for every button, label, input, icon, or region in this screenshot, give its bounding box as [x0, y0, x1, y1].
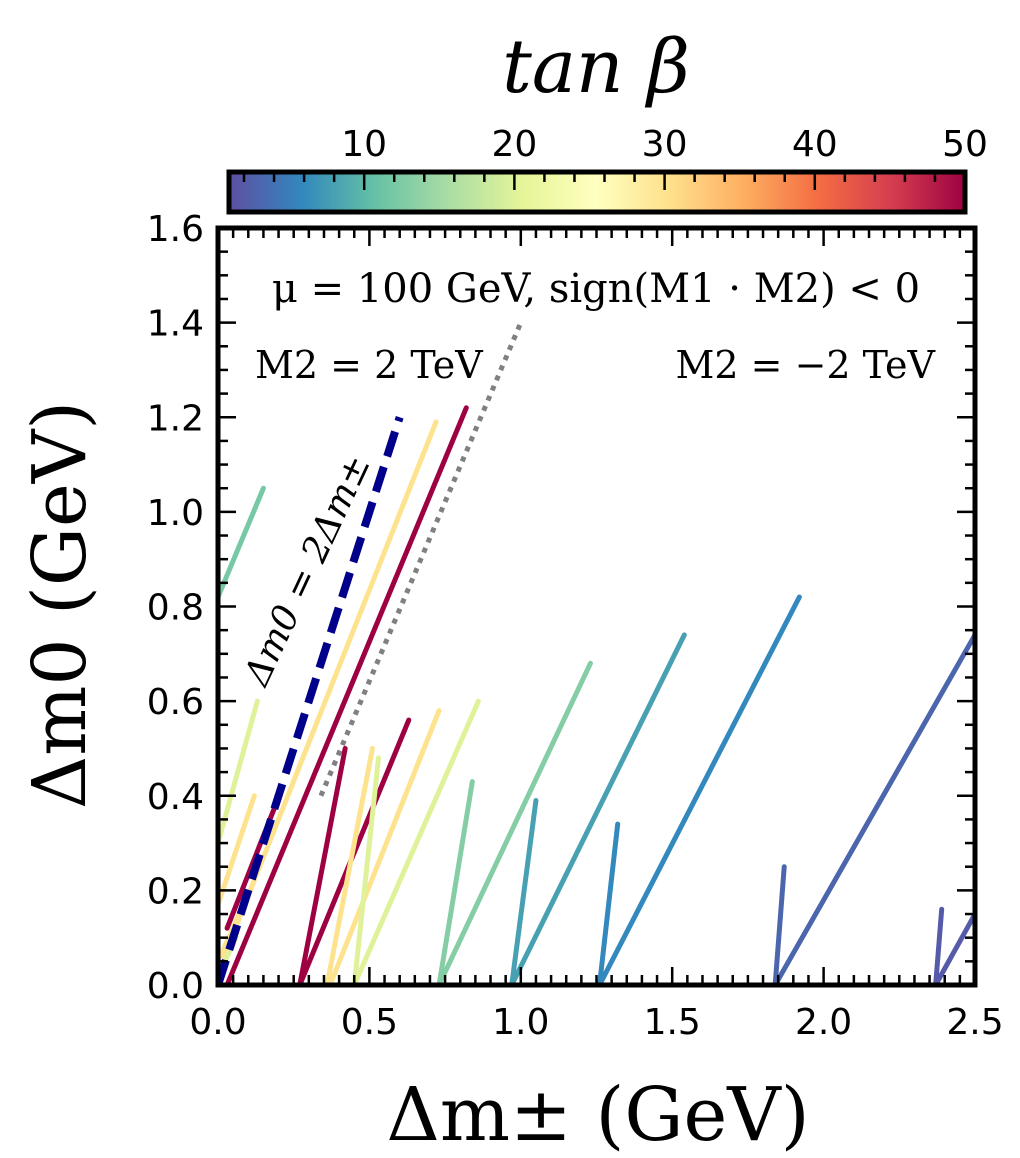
- series-line: [436, 779, 475, 985]
- series-line: [933, 911, 975, 985]
- x-tick-label: 2.5: [946, 1002, 1003, 1043]
- y-tick-label: 0.4: [147, 777, 204, 818]
- series-line: [351, 698, 481, 985]
- ratio-reference-line: [218, 416, 404, 985]
- x-tick-label: 2.0: [795, 1002, 852, 1043]
- x-tick-label: 1.0: [492, 1002, 549, 1043]
- y-tick-label: 0.8: [147, 588, 204, 629]
- colorbar-tick-label: 20: [491, 124, 537, 165]
- series-line: [324, 745, 375, 985]
- series-line: [509, 797, 539, 985]
- annotation-left: M2 = 2 TeV: [255, 343, 483, 387]
- series-line: [218, 793, 257, 908]
- annotation-top: μ = 100 GeV, sign(M1 · M2) < 0: [272, 266, 920, 312]
- y-axis-label: Δm0 (GeV): [17, 401, 103, 809]
- series-line: [351, 755, 381, 985]
- y-tick-labels: 0.0 0.2 0.4 0.6 0.8 1.0 1.2 1.4 1.6: [147, 209, 204, 1007]
- colorbar-tick-label: 40: [792, 124, 838, 165]
- series-line: [218, 485, 266, 600]
- colorbar-gradient: [229, 172, 965, 212]
- series-line: [597, 821, 621, 985]
- series-line: [218, 911, 242, 964]
- x-tick-label: 0.0: [189, 1002, 246, 1043]
- axis-ticks: [216, 226, 977, 987]
- reference-lines: [318, 321, 524, 797]
- colorbar-tick-label: 50: [942, 124, 988, 165]
- series-line: [327, 708, 442, 985]
- y-tick-label: 0.0: [147, 966, 204, 1007]
- series-line: [224, 405, 469, 985]
- series-line: [509, 632, 687, 985]
- y-tick-label: 1.4: [147, 304, 204, 345]
- colorbar-tick-label: 30: [642, 124, 688, 165]
- series-line: [933, 906, 945, 985]
- plot-area: [215, 225, 978, 988]
- x-tick-labels: 0.0 0.5 1.0 1.5 2.0 2.5: [189, 1002, 1003, 1043]
- y-tick-label: 1.0: [147, 493, 204, 534]
- series-line: [436, 660, 593, 985]
- series-line: [297, 745, 348, 985]
- series-line: [772, 632, 975, 985]
- series-line: [597, 594, 802, 985]
- colorbar-tick-label: 10: [341, 124, 387, 165]
- x-tick-label: 1.5: [644, 1002, 701, 1043]
- y-tick-label: 0.2: [147, 871, 204, 912]
- annotation-diagonal: Δm0 = 2Δm±: [235, 449, 378, 694]
- colorbar: 10 20 30 40 50: [226, 124, 988, 215]
- colorbar-title: tan β: [502, 24, 690, 110]
- y-tick-label: 0.6: [147, 682, 204, 723]
- plot-frame: [215, 225, 978, 988]
- colorbar-ticks: 10 20 30 40 50: [242, 124, 988, 190]
- dotted-reference-line: [318, 321, 524, 797]
- x-axis-label: Δm± (GeV): [386, 1072, 809, 1158]
- y-tick-label: 1.2: [147, 398, 204, 439]
- series-line: [772, 864, 787, 985]
- annotation-right: M2 = −2 TeV: [675, 343, 935, 387]
- colorbar-frame: [226, 169, 968, 215]
- x-tick-label: 0.5: [341, 1002, 398, 1043]
- y-tick-label: 1.6: [147, 209, 204, 250]
